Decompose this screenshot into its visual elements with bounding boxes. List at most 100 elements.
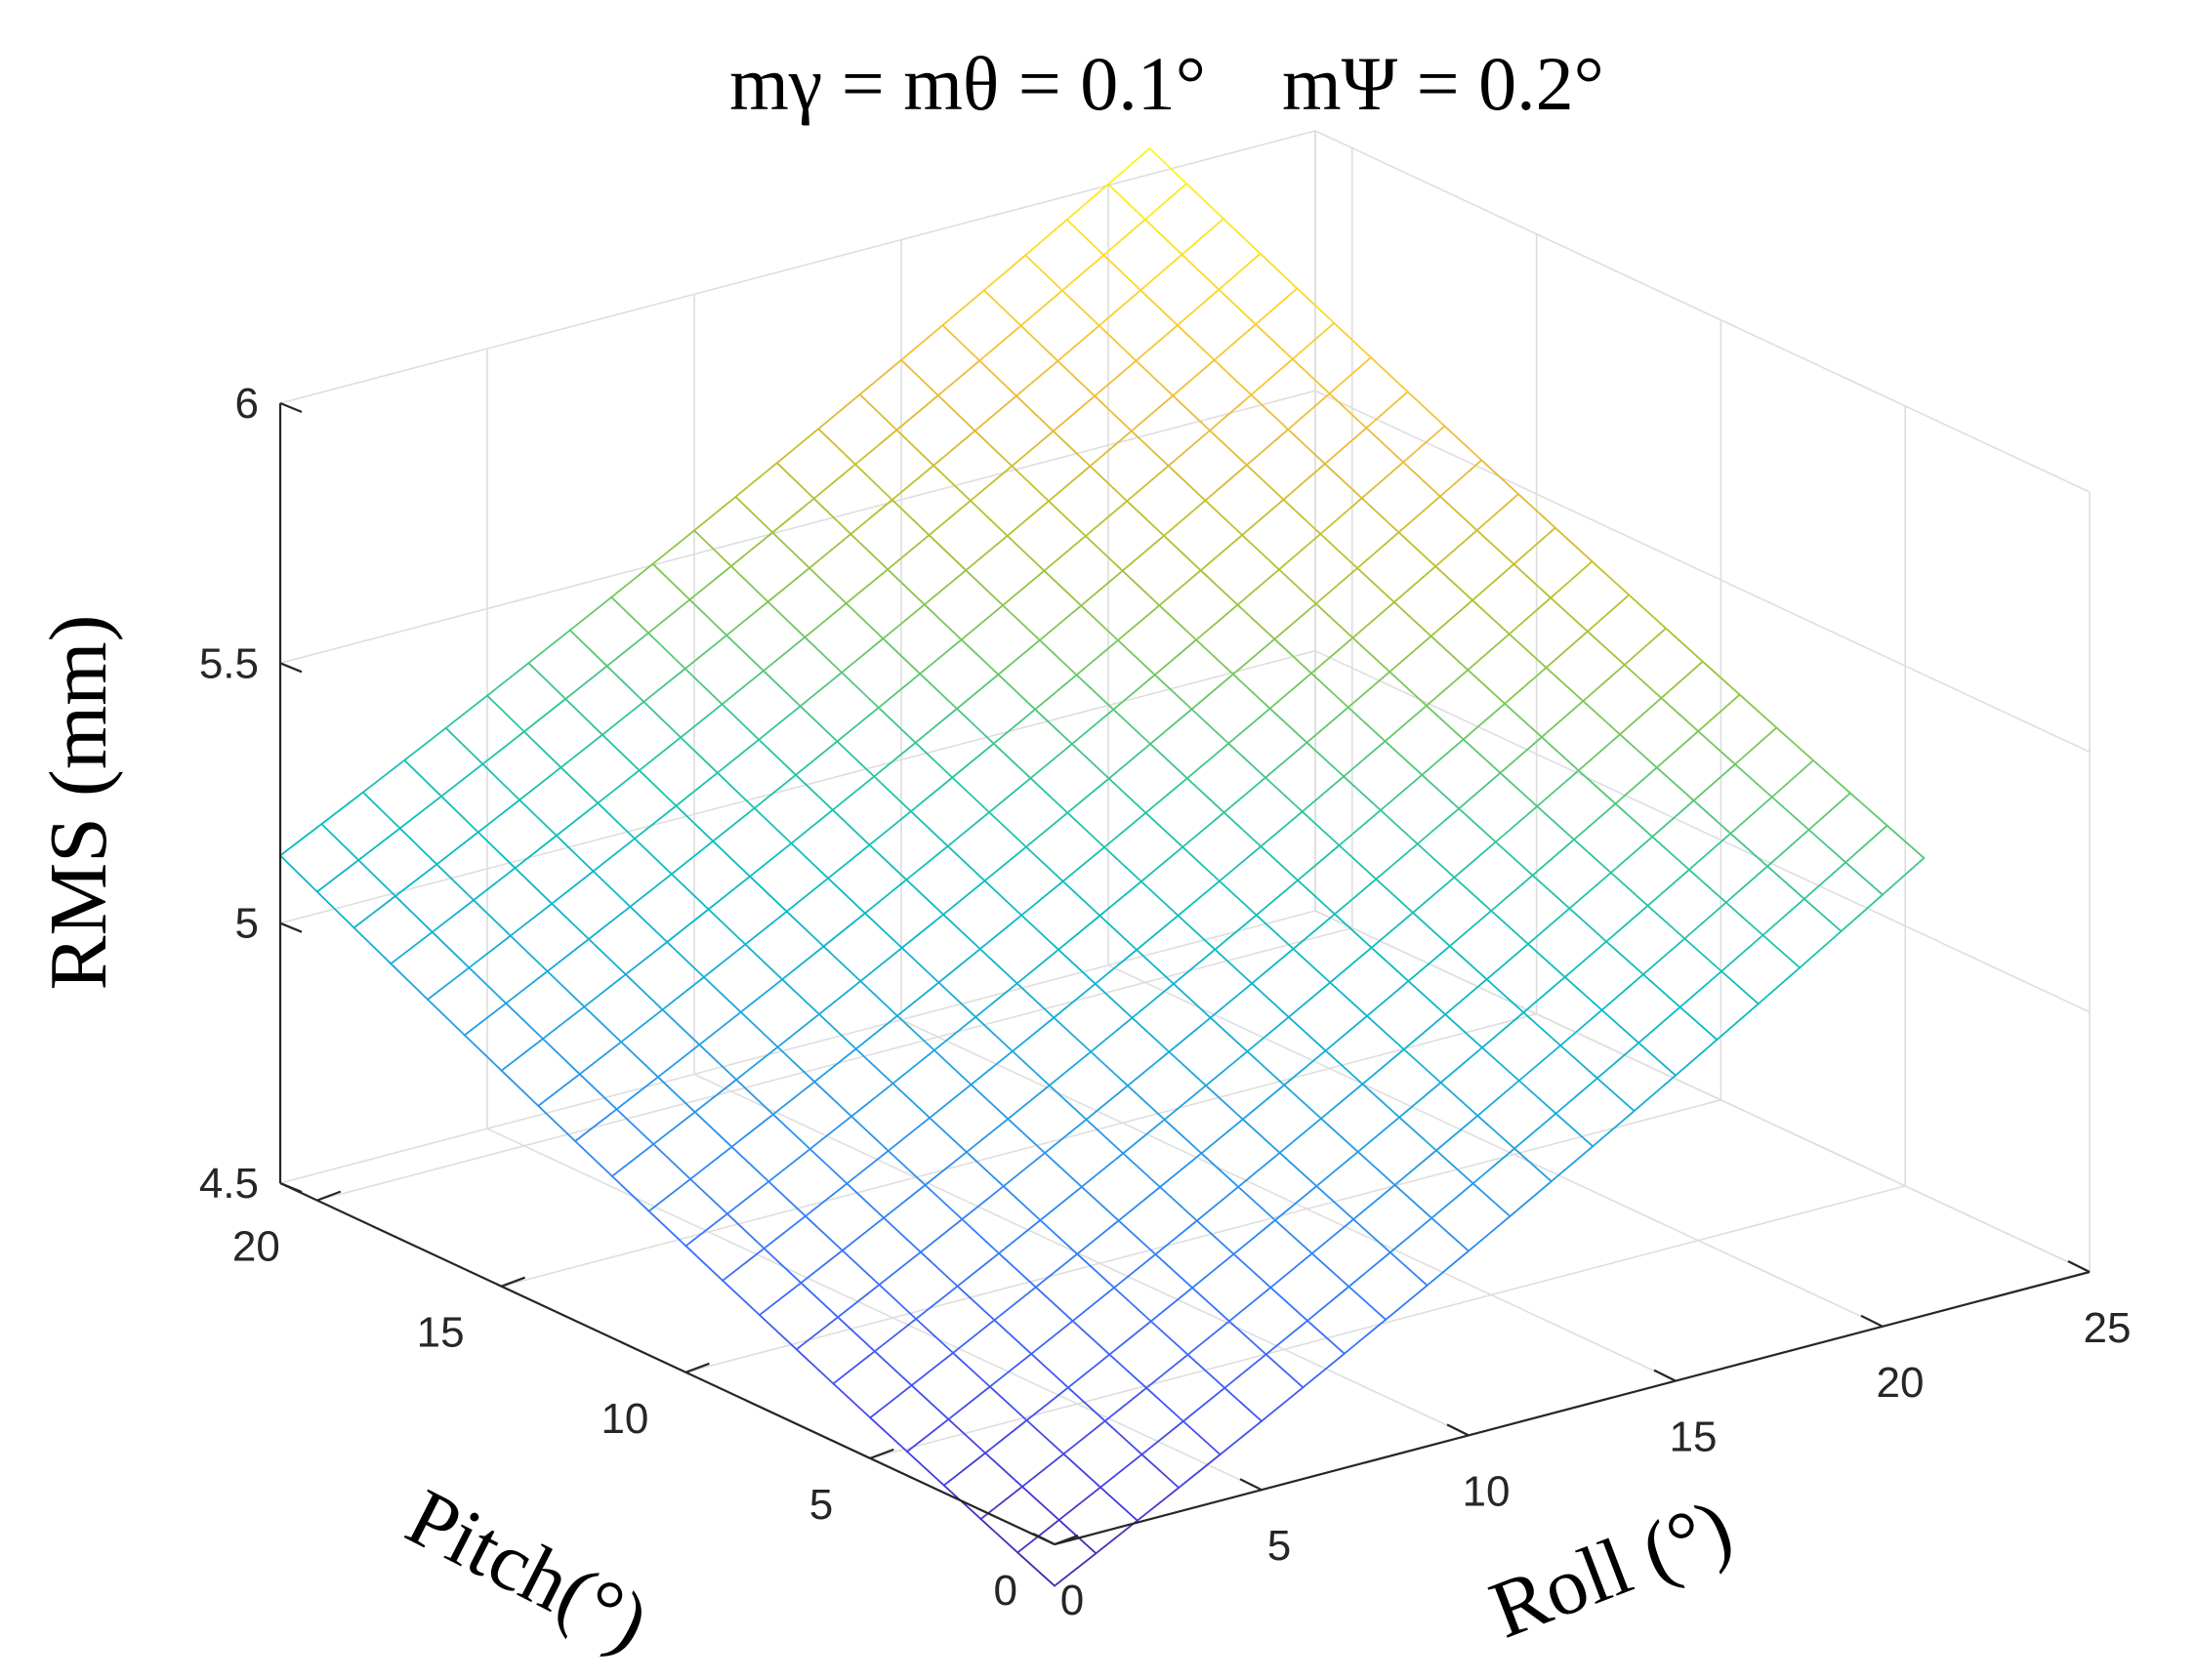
mesh-segment — [657, 1076, 696, 1114]
mesh-segment — [725, 600, 769, 636]
mesh-segment — [1117, 604, 1161, 641]
mesh-segment — [982, 289, 1022, 327]
mesh-segment — [1172, 358, 1216, 397]
mesh-segment — [518, 799, 558, 837]
mesh-segment — [1223, 1353, 1267, 1389]
mesh-segment — [1168, 1050, 1207, 1086]
mesh-segment — [725, 1212, 766, 1250]
mesh-segment — [1062, 1419, 1106, 1455]
mesh-segment — [753, 807, 793, 844]
mesh-segment — [1692, 799, 1732, 835]
mesh-segment — [1172, 394, 1211, 431]
mesh-segment — [841, 672, 880, 709]
mesh-segment — [739, 978, 783, 1013]
mesh-segment — [1173, 982, 1212, 1019]
mesh-segment — [1443, 425, 1483, 462]
mesh-segment — [960, 604, 1004, 641]
x-axis-label: Roll (°) — [1478, 1482, 1744, 1656]
mesh-segment — [1076, 1252, 1115, 1289]
mesh-segment — [1043, 569, 1083, 607]
mesh-segment — [1191, 1287, 1230, 1323]
mesh-segment — [1430, 1182, 1474, 1219]
mesh-segment — [905, 844, 949, 881]
mesh-segment — [1563, 976, 1603, 1011]
grid-line-z — [279, 910, 1316, 1184]
mesh-segment — [1199, 534, 1243, 572]
mesh-segment — [592, 870, 632, 908]
mesh-segment — [1236, 603, 1276, 640]
mesh-segment — [1320, 1083, 1364, 1120]
mesh-segment — [615, 1076, 659, 1111]
mesh-segment — [1660, 697, 1700, 732]
mesh-segment — [1048, 1085, 1088, 1121]
mesh-segment — [605, 665, 645, 703]
mesh-segment — [1089, 465, 1129, 503]
mesh-segment — [1043, 535, 1087, 572]
mesh-segment — [933, 430, 976, 467]
mesh-segment — [1228, 1287, 1272, 1323]
mesh-segment — [666, 941, 705, 978]
mesh-segment — [1347, 671, 1391, 709]
surface-mesh — [279, 147, 1926, 1587]
mesh-segment — [1140, 845, 1184, 882]
mesh-segment — [1102, 254, 1141, 292]
mesh-segment — [1181, 1420, 1222, 1455]
mesh-segment — [1361, 1048, 1405, 1086]
mesh-segment — [1513, 563, 1552, 599]
mesh-segment — [1389, 1216, 1433, 1253]
mesh-segment — [1623, 627, 1667, 666]
mesh-segment — [481, 730, 525, 765]
mesh-segment — [1127, 1050, 1171, 1087]
mesh-segment — [763, 670, 802, 708]
mesh-segment — [509, 902, 554, 937]
mesh-segment — [1287, 428, 1326, 466]
mesh-segment — [730, 1113, 774, 1148]
mesh-segment — [836, 707, 880, 743]
mesh-segment — [941, 324, 981, 362]
mesh-segment — [877, 673, 922, 709]
mesh-segment — [1098, 324, 1138, 362]
mesh-segment — [394, 863, 438, 897]
mesh-segment — [542, 1005, 586, 1040]
mesh-segment — [1426, 705, 1465, 741]
mesh-segment — [1080, 1152, 1125, 1188]
mesh-segment — [1320, 1117, 1359, 1153]
mesh-segment — [1200, 1118, 1244, 1155]
mesh-segment — [951, 776, 990, 813]
mesh-segment — [1190, 673, 1234, 711]
mesh-segment — [1351, 601, 1395, 639]
mesh-segment — [1255, 879, 1299, 917]
mesh-segment — [564, 665, 608, 700]
mesh-segment — [542, 1038, 581, 1076]
mesh-segment — [1541, 736, 1580, 772]
mesh-segment — [1098, 881, 1142, 917]
mesh-segment — [1545, 630, 1589, 669]
mesh-segment — [1660, 660, 1704, 699]
mesh-segment — [1366, 980, 1410, 1017]
mesh-segment — [1770, 796, 1810, 831]
mesh-segment — [1807, 829, 1847, 864]
mesh-segment — [1107, 183, 1146, 221]
mesh-segment — [651, 529, 695, 565]
mesh-segment — [1144, 777, 1188, 814]
mesh-segment — [693, 1079, 737, 1114]
mesh-segment — [1292, 948, 1332, 984]
mesh-segment — [1301, 810, 1341, 846]
mesh-segment — [1319, 533, 1358, 569]
mesh-segment — [522, 730, 562, 769]
mesh-segment — [1720, 970, 1760, 1005]
grid-line-z — [279, 130, 1316, 404]
mesh-segment — [1080, 604, 1119, 641]
mesh-segment — [1393, 1149, 1437, 1186]
mesh-segment — [1227, 707, 1271, 745]
mesh-segment — [468, 934, 512, 969]
mesh-segment — [942, 1452, 986, 1487]
mesh-segment — [1509, 1180, 1553, 1217]
mesh-segment — [1550, 596, 1589, 633]
mesh-segment — [1426, 1250, 1470, 1287]
mesh-segment — [771, 1113, 811, 1150]
mesh-segment — [444, 694, 488, 729]
mesh-segment — [781, 945, 825, 981]
mesh-segment — [1651, 836, 1690, 871]
